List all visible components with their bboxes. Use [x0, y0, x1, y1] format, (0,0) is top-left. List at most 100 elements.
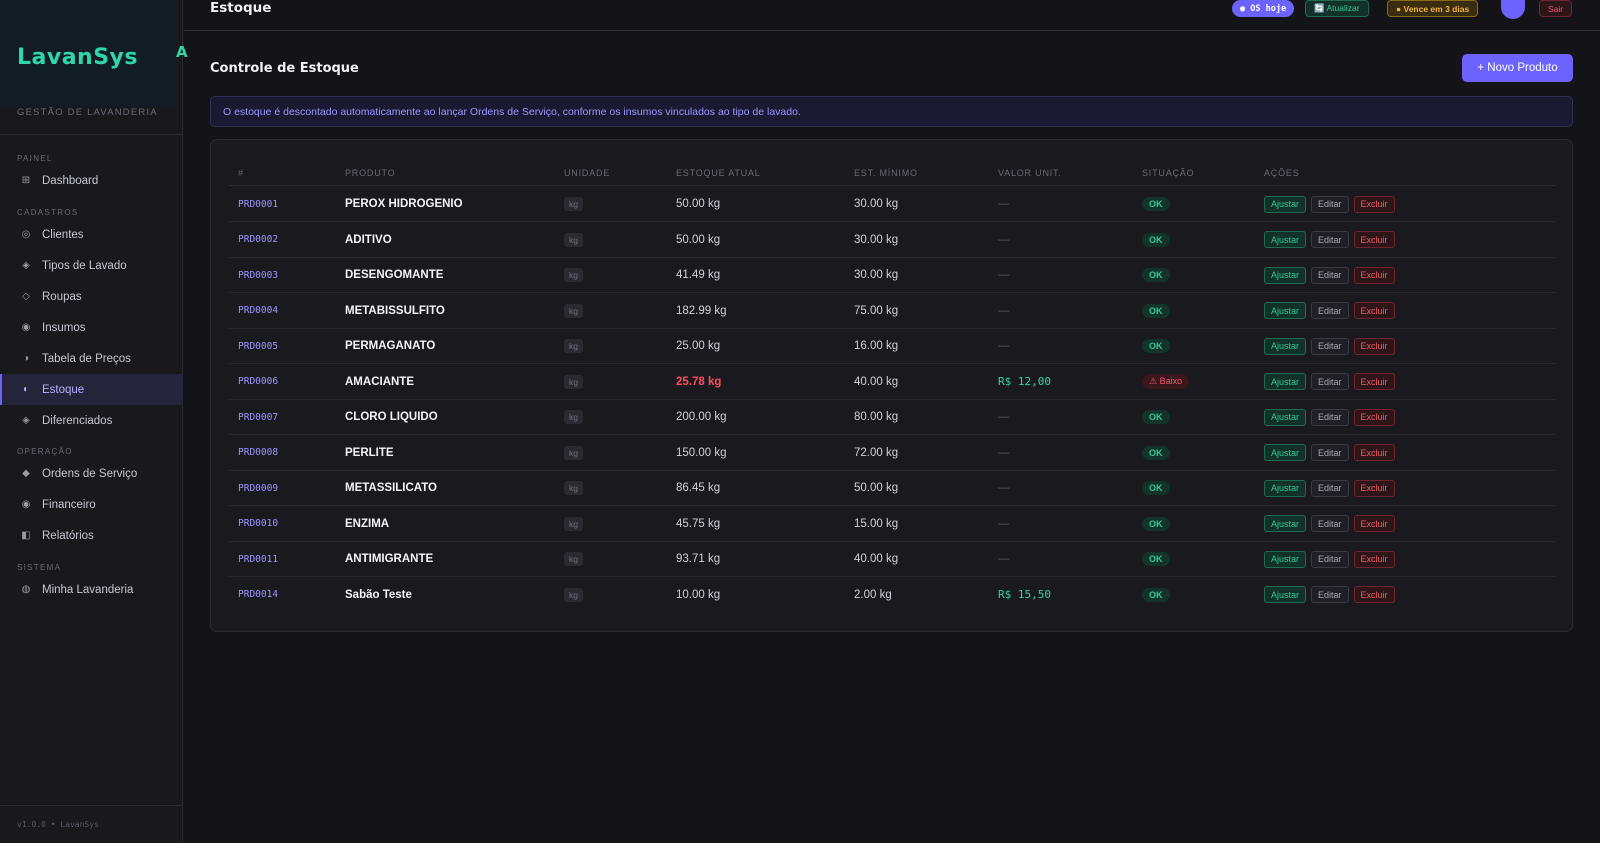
unit-cell: kg — [564, 577, 583, 613]
delete-button[interactable]: Excluir — [1353, 586, 1395, 603]
sidebar-item-estoque[interactable]: ◐ Estoque — [0, 374, 183, 405]
version-footer: v1.0.0 • LavanSys — [17, 820, 99, 829]
status-badge: OK — [1142, 445, 1170, 460]
product-id[interactable]: PRD0003 — [238, 269, 279, 281]
current-stock: 10.00 kg — [676, 588, 721, 601]
edit-button[interactable]: Editar — [1311, 586, 1349, 603]
adjust-button[interactable]: Ajustar — [1264, 444, 1307, 461]
os-today-badge[interactable]: ● OS hoje — [1232, 0, 1295, 17]
product-id[interactable]: PRD0011 — [238, 553, 279, 565]
status-cell: ⚠ Baixo — [1142, 364, 1190, 400]
sidebar-item-financeiro[interactable]: ◉ Financeiro — [0, 489, 183, 520]
current-stock: 25.78 kg — [676, 375, 722, 388]
sidebar-item-label: Dashboard — [42, 174, 99, 187]
unit-badge: kg — [564, 374, 583, 389]
current-stock: 200.00 kg — [676, 411, 727, 423]
product-id[interactable]: PRD0008 — [238, 447, 279, 458]
unit-cell: kg — [564, 186, 583, 222]
product-name: METABISSULFITO — [345, 304, 445, 317]
sidebar-item-roupas[interactable]: ◇ Roupas — [0, 281, 183, 312]
delete-button[interactable]: Excluir — [1353, 373, 1395, 390]
edit-button[interactable]: Editar — [1311, 195, 1349, 213]
minimum-stock: 30.00 kg — [854, 269, 899, 281]
status-badge: OK — [1142, 303, 1170, 318]
edit-button[interactable]: Editar — [1311, 550, 1349, 568]
brand-logo[interactable]: LavanSys — [17, 45, 138, 70]
product-name: PERLITE — [345, 446, 394, 459]
edit-button[interactable]: Editar — [1311, 444, 1349, 461]
adjust-button[interactable]: Ajustar — [1264, 586, 1307, 603]
unit-value: — — [998, 269, 1010, 281]
sidebar-item-relatorios[interactable]: ◧ Relatórios — [0, 520, 183, 551]
sidebar-item-diferenciados[interactable]: ◈ Diferenciados — [0, 405, 183, 436]
adjust-button[interactable]: Ajustar — [1264, 550, 1307, 568]
adjust-button[interactable]: Ajustar — [1264, 479, 1307, 497]
minimum-stock: 2.00 kg — [854, 588, 892, 601]
page-header-title: Estoque — [210, 0, 272, 16]
avatar[interactable] — [1501, 0, 1525, 19]
edit-button[interactable]: Editar — [1311, 479, 1349, 497]
adjust-button[interactable]: Ajustar — [1264, 231, 1307, 248]
adjust-button[interactable]: Ajustar — [1264, 515, 1307, 532]
expiry-badge[interactable]: ● Vence em 3 dias — [1387, 0, 1479, 17]
adjust-button[interactable]: Ajustar — [1264, 195, 1307, 213]
product-id[interactable]: PRD0002 — [238, 234, 279, 245]
actions-cell: Ajustar Editar Excluir — [1264, 328, 1395, 364]
sidebar-item-clientes[interactable]: ◎ Clientes — [0, 219, 183, 250]
sidebar-item-dashboard[interactable]: ⊞ Dashboard — [0, 165, 183, 196]
adjust-button[interactable]: Ajustar — [1264, 302, 1307, 319]
status-badge: ⚠ Baixo — [1142, 374, 1190, 389]
adjust-button[interactable]: Ajustar — [1264, 337, 1307, 355]
logout-button[interactable]: Sair — [1539, 0, 1573, 17]
unit-cell: kg — [564, 399, 583, 435]
product-id[interactable]: PRD0009 — [238, 482, 279, 494]
column-header-id: # — [238, 168, 244, 178]
sidebar-item-label: Ordens de Serviço — [42, 467, 138, 480]
delete-button[interactable]: Excluir — [1353, 479, 1395, 497]
product-id[interactable]: PRD0014 — [238, 589, 279, 600]
delete-button[interactable]: Excluir — [1353, 302, 1395, 319]
delete-button[interactable]: Excluir — [1353, 231, 1395, 248]
product-id[interactable]: PRD0001 — [238, 198, 279, 210]
sidebar-item-minha-lavanderia[interactable]: ◍ Minha Lavanderia — [0, 574, 183, 605]
sidebar-item-ordens-de-servico[interactable]: ◆ Ordens de Serviço — [0, 458, 183, 489]
product-id[interactable]: PRD0004 — [238, 305, 279, 316]
sidebar-item-tipos-de-lavado[interactable]: ◈ Tipos de Lavado — [0, 250, 183, 281]
new-product-button[interactable]: + Novo Produto — [1462, 54, 1573, 82]
edit-button[interactable]: Editar — [1311, 302, 1349, 319]
table-header: # PRODUTO UNIDADE ESTOQUE ATUAL EST. MÍN… — [229, 168, 1556, 186]
delete-button[interactable]: Excluir — [1353, 515, 1395, 532]
product-id[interactable]: PRD0007 — [238, 411, 279, 423]
minimum-stock: 15.00 kg — [854, 517, 899, 530]
unit-badge: kg — [564, 232, 583, 247]
edit-button[interactable]: Editar — [1311, 515, 1349, 532]
table-row: PRD0007 CLORO LIQUIDO kg 200.00 kg 80.00 kg —… — [229, 399, 1556, 435]
product-id[interactable]: PRD0006 — [238, 376, 279, 387]
unit-badge: kg — [564, 339, 583, 353]
edit-button[interactable]: Editar — [1311, 408, 1349, 426]
edit-button[interactable]: Editar — [1311, 337, 1349, 355]
column-header-actions: AÇÕES — [1264, 168, 1300, 178]
adjust-button[interactable]: Ajustar — [1264, 408, 1307, 426]
delete-button[interactable]: Excluir — [1353, 337, 1395, 355]
table-row: PRD0014 Sabão Teste kg 10.00 kg 2.00 kg R$ 15… — [229, 577, 1556, 613]
edit-button[interactable]: Editar — [1311, 266, 1349, 284]
delete-button[interactable]: Excluir — [1353, 408, 1395, 426]
delete-button[interactable]: Excluir — [1353, 444, 1395, 461]
edit-button[interactable]: Editar — [1311, 373, 1349, 390]
sidebar-item-tabela-de-precos[interactable]: ◑ Tabela de Preços — [0, 343, 183, 374]
edit-button[interactable]: Editar — [1311, 231, 1349, 248]
delete-button[interactable]: Excluir — [1353, 550, 1395, 568]
unit-cell: kg — [564, 506, 583, 542]
product-id[interactable]: PRD0010 — [238, 518, 279, 529]
product-id[interactable]: PRD0005 — [238, 340, 279, 352]
delete-button[interactable]: Excluir — [1353, 195, 1395, 213]
sidebar-item-label: Relatórios — [42, 529, 94, 542]
sidebar-item-insumos[interactable]: ◉ Insumos — [0, 312, 183, 343]
delete-button[interactable]: Excluir — [1353, 266, 1395, 284]
refresh-button[interactable]: 🔄 Atualizar — [1305, 0, 1369, 17]
adjust-button[interactable]: Ajustar — [1264, 373, 1307, 390]
unit-value: — — [998, 233, 1010, 246]
unit-cell: kg — [564, 257, 583, 293]
adjust-button[interactable]: Ajustar — [1264, 266, 1307, 284]
